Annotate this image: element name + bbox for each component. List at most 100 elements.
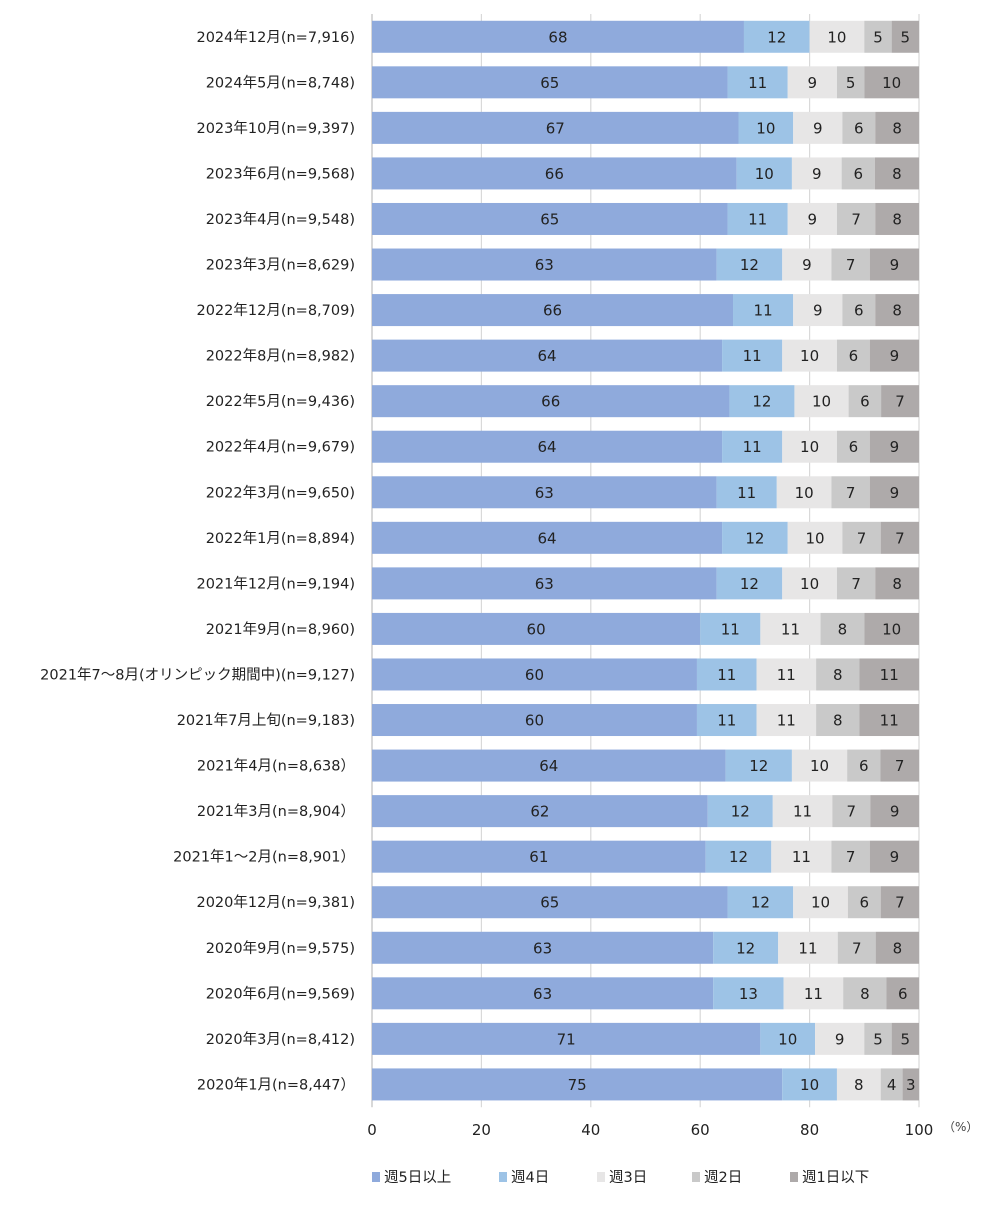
bar-segment [848,385,882,418]
category-label: 2024年12月(n=7,916) [196,29,355,46]
data-label: 9 [813,302,823,320]
bar-segment [787,66,837,99]
bar-segment [836,339,870,372]
bar-segment [372,385,730,418]
data-label: 64 [537,529,556,547]
data-label: 7 [851,210,861,228]
data-label: 9 [835,1030,845,1048]
data-label: 9 [808,74,818,92]
data-label: 8 [892,210,902,228]
bar-segment [696,658,757,691]
bar-segment [372,840,706,873]
bar-segment [875,931,919,964]
bar-segment [776,476,832,509]
bar-segment [809,20,865,53]
data-label: 11 [748,210,767,228]
bar-segment [372,1068,783,1101]
bar-segment [793,886,848,919]
data-label: 64 [539,757,558,775]
category-label: 2021年7～8月(オリンピック期間中)(n=9,127) [40,666,355,683]
data-label: 3 [906,1076,916,1094]
bar-segment [725,749,792,782]
category-label: 2020年9月(n=9,575) [206,940,355,957]
data-label: 11 [792,848,811,866]
data-label: 9 [813,119,823,137]
bar-segment [842,111,876,144]
bar-segment [738,111,794,144]
bar-segment [881,385,919,418]
data-label: 7 [851,575,861,593]
bar-segment [372,658,697,691]
data-label: 10 [882,74,901,92]
bar-segment [696,704,757,737]
bar-segment [847,886,881,919]
x-tick-label: 80 [800,1121,819,1139]
bar-segment [372,294,734,327]
bar-segment [880,749,919,782]
bar-segment [841,157,875,190]
data-label: 10 [756,119,775,137]
category-label: 2023年6月(n=9,568) [206,165,355,182]
data-label: 11 [748,74,767,92]
data-label: 10 [800,575,819,593]
bar-segment [793,294,843,327]
data-label: 8 [854,1076,864,1094]
bar-segment [869,476,919,509]
data-label: 12 [751,894,770,912]
data-label: 10 [882,620,901,638]
data-label: 5 [901,1030,911,1048]
bar-segment [791,749,848,782]
bar-segment [722,339,783,372]
x-tick-label: 20 [472,1121,491,1139]
data-label: 71 [557,1030,576,1048]
bar-segment [713,977,784,1010]
bar-segment [372,886,728,919]
bar-segment [783,977,844,1010]
bar-segment [886,977,919,1010]
bar-segment [716,248,783,281]
bar-segment [756,704,817,737]
data-label: 11 [743,347,762,365]
data-label: 12 [745,529,764,547]
bar-segment [372,749,726,782]
bar-segment [787,521,843,554]
data-label: 8 [892,302,902,320]
category-label: 2022年8月(n=8,982) [206,348,355,365]
data-label: 60 [525,666,544,684]
data-label: 6 [849,438,859,456]
bar-segment [372,795,708,828]
bar-segment [705,840,772,873]
bar-segment [782,1068,837,1101]
category-label: 2022年3月(n=9,650) [206,484,355,501]
category-label: 2021年4月(n=8,638） [197,758,355,775]
data-label: 4 [887,1076,897,1094]
bar-segment [875,202,919,235]
data-label: 9 [890,256,900,274]
data-label: 11 [804,985,823,1003]
bar-segment [716,476,777,509]
bar-segment [831,248,870,281]
legend-label: 週1日以下 [802,1169,869,1186]
data-label: 7 [846,484,856,502]
bar-segment [842,521,881,554]
bar-segment [794,385,849,418]
data-label: 12 [740,575,759,593]
category-label: 2022年4月(n=9,679) [206,439,355,456]
data-label: 13 [739,985,758,1003]
data-label: 11 [880,666,899,684]
category-label: 2021年1～2月(n=8,901） [173,849,355,866]
bar-segment [836,1068,881,1101]
bar-segment [727,886,794,919]
legend-label: 週5日以上 [384,1169,451,1186]
category-label: 2021年3月(n=8,904） [197,803,355,820]
category-label: 2023年3月(n=8,629) [206,257,355,274]
data-label: 75 [568,1076,587,1094]
bar-segment [372,612,701,645]
bar-segment [815,1022,865,1055]
data-label: 9 [812,165,822,183]
bar-segment [713,931,779,964]
category-label: 2021年9月(n=8,960) [206,621,355,638]
data-label: 7 [895,757,905,775]
data-label: 8 [892,119,902,137]
